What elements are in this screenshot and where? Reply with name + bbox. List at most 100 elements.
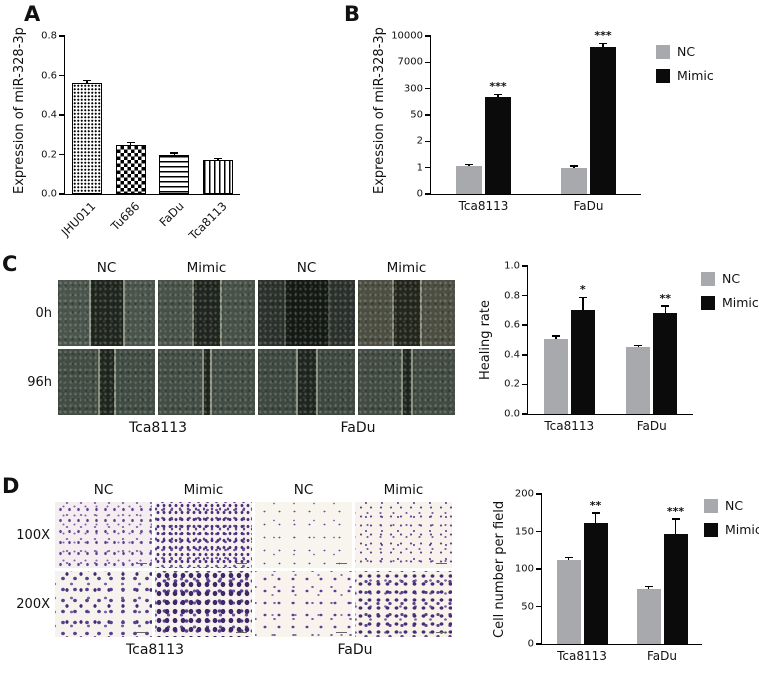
transwell-image-fadu-nc-200x: [255, 571, 352, 637]
legend-swatch: [704, 498, 718, 513]
y-tick-label: 0: [416, 188, 423, 200]
bar: [626, 347, 651, 414]
chart-b: 0 1 2 50 300 7000 10000 *** Tca8113 *** FaDu: [391, 29, 641, 213]
y-tick-label: 2: [416, 135, 423, 147]
bar: [71, 83, 102, 194]
y-tick-label: 10000: [391, 30, 423, 42]
chart-c-legend: NC Mimic: [701, 271, 759, 319]
legend-label: Mimic: [722, 295, 759, 310]
bar: [653, 313, 678, 414]
bar: [556, 560, 581, 644]
y-tick: [522, 383, 528, 386]
y-tick-label: 200: [514, 488, 534, 500]
error-cap: [214, 157, 223, 160]
y-tick-label: 50: [410, 109, 423, 121]
legend-swatch: [701, 295, 715, 310]
chart-b-ylabel: Expression of miR-328-3p: [372, 27, 387, 194]
error-bar: [567, 557, 570, 560]
y-tick: [59, 153, 65, 156]
legend-entry: Mimic: [704, 522, 759, 537]
panel-c-group-tca8113: Tca8113: [128, 420, 188, 436]
bar: [636, 589, 661, 644]
legend-entry: NC: [704, 498, 759, 513]
bar: [663, 533, 688, 644]
error-bar: [582, 297, 584, 311]
legend-swatch: [704, 522, 718, 537]
x-category-label: FaDu: [636, 419, 667, 433]
bar: [543, 338, 568, 414]
y-tick-label: 0.6: [41, 70, 57, 81]
y-tick: [522, 324, 528, 326]
legend-swatch: [656, 68, 670, 83]
transwell-image-fadu-mimic-100x: [355, 502, 452, 568]
y-tick-label: 0.4: [504, 349, 520, 361]
legend-entry: NC: [656, 44, 714, 59]
panel-d-rowlabel-200x: 200X: [16, 597, 50, 612]
panel-d-rowlabel-100x: 100X: [16, 528, 50, 543]
error-bar: [468, 164, 470, 167]
y-tick-label: 1.0: [504, 260, 520, 272]
x-category-label: JHU011: [58, 199, 99, 239]
y-tick-label: 300: [403, 83, 423, 95]
error-bar: [129, 142, 132, 145]
y-tick: [522, 294, 528, 297]
legend-entry: Mimic: [701, 295, 759, 310]
wound-image-fadu-mimic-0h: [358, 280, 455, 346]
x-category-label: Tca8113: [186, 199, 231, 243]
x-category-label: Tu686: [108, 199, 143, 234]
wound-image-tca8113-nc-0h: [58, 280, 155, 346]
error-cap: [82, 79, 91, 82]
panel-d-group-tca8113: Tca8113: [125, 642, 185, 658]
error-bar: [555, 335, 557, 339]
y-tick-label: 0.8: [41, 30, 57, 42]
panel-d-label: D: [2, 474, 20, 498]
significance-stars: ***: [594, 29, 612, 43]
error-cap: [126, 141, 135, 144]
significance-stars: ***: [666, 504, 685, 518]
error-bar: [637, 345, 639, 348]
significance-stars: **: [659, 291, 671, 305]
bar: [456, 166, 482, 194]
chart-c-ylabel: Healing rate: [478, 300, 493, 380]
y-tick-label: 0.2: [41, 149, 57, 160]
y-tick: [522, 354, 528, 356]
x-category-label: Tca8113: [458, 199, 509, 213]
chart-d-legend: NC Mimic: [704, 498, 759, 546]
y-tick: [425, 87, 431, 90]
y-tick: [536, 605, 542, 608]
bar: [203, 160, 234, 194]
panel-c-rowlabel-96h: 96h: [27, 375, 52, 390]
y-tick: [522, 265, 528, 267]
panel-a-label: A: [24, 2, 41, 26]
chart-c: 0.0 0.2 0.4 0.6 0.8 1.0 * Tca8113 ** FaDu: [504, 261, 693, 433]
error-cap: [644, 585, 653, 588]
error-bar: [647, 586, 650, 590]
legend-label: NC: [725, 498, 744, 513]
error-cap: [570, 165, 578, 167]
transwell-image-tca8113-nc-100x: [55, 502, 152, 568]
error-cap: [661, 305, 670, 307]
error-bar: [664, 305, 666, 314]
y-tick: [522, 413, 528, 415]
panel-d-group-fadu: FaDu: [337, 642, 373, 658]
y-tick: [425, 166, 431, 169]
x-category-label: FaDu: [156, 199, 187, 230]
y-tick-label: 0.4: [41, 109, 57, 121]
panel-c-group-fadu: FaDu: [340, 420, 376, 436]
y-tick-label: 0: [527, 638, 534, 650]
chart-d: 0 50 100 150 200 ** Tca8113 *** FaDu: [515, 489, 702, 663]
chart-b-legend: NC Mimic: [656, 44, 714, 92]
scratch-gap: [191, 280, 222, 346]
legend-label: NC: [677, 44, 696, 59]
panel-d-colheader-mimic-2: Mimic: [383, 482, 424, 498]
chart-d-ylabel: Cell number per field: [492, 500, 507, 638]
transwell-image-fadu-nc-100x: [255, 502, 352, 568]
panel-c-colheader-mimic-2: Mimic: [386, 260, 427, 276]
panel-d-colheader-nc-1: NC: [93, 482, 114, 498]
panel-c-label: C: [2, 252, 18, 276]
y-tick-label: 150: [514, 526, 534, 537]
y-tick: [59, 74, 65, 77]
error-cap: [591, 512, 600, 514]
y-tick-label: 1: [416, 162, 423, 174]
y-tick-label: 0.0: [41, 188, 57, 200]
